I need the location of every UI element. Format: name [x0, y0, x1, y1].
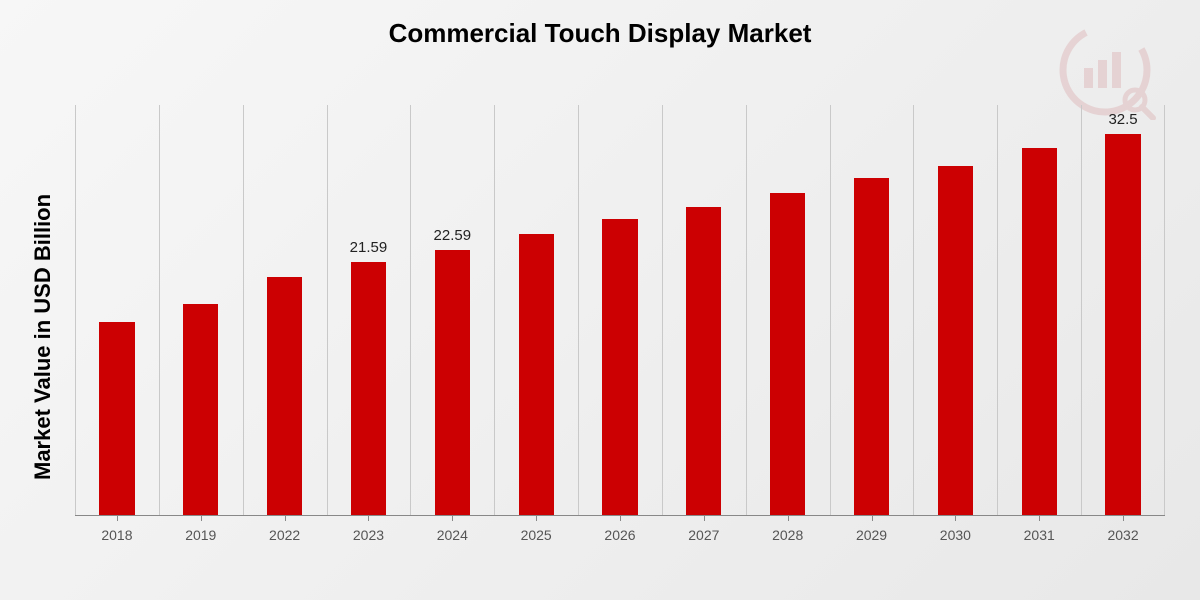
grid-line — [159, 105, 160, 515]
bar — [267, 277, 302, 515]
bar — [435, 250, 470, 515]
value-label: 22.59 — [410, 227, 494, 244]
x-tick-mark — [1039, 515, 1040, 521]
x-tick-label: 2031 — [997, 527, 1081, 543]
chart-canvas: Commercial Touch Display Market Market V… — [0, 0, 1200, 600]
x-tick-mark — [536, 515, 537, 521]
x-tick-label: 2019 — [159, 527, 243, 543]
x-tick-label: 2032 — [1081, 527, 1165, 543]
bar — [99, 322, 134, 515]
grid-line — [913, 105, 914, 515]
grid-line — [662, 105, 663, 515]
x-tick-mark — [704, 515, 705, 521]
x-tick-mark — [452, 515, 453, 521]
x-tick-label: 2024 — [410, 527, 494, 543]
grid-line — [578, 105, 579, 515]
x-tick-mark — [201, 515, 202, 521]
x-tick-mark — [872, 515, 873, 521]
x-tick-label: 2029 — [830, 527, 914, 543]
x-tick-mark — [955, 515, 956, 521]
x-tick-label: 2030 — [913, 527, 997, 543]
x-tick-mark — [788, 515, 789, 521]
x-tick-label: 2023 — [327, 527, 411, 543]
grid-line — [494, 105, 495, 515]
grid-line — [997, 105, 998, 515]
grid-line — [410, 105, 411, 515]
bar — [686, 207, 721, 515]
chart-title: Commercial Touch Display Market — [0, 18, 1200, 49]
x-tick-label: 2018 — [75, 527, 159, 543]
x-tick-mark — [368, 515, 369, 521]
bar — [183, 304, 218, 515]
x-tick-mark — [1123, 515, 1124, 521]
grid-line — [1081, 105, 1082, 515]
x-tick-label: 2027 — [662, 527, 746, 543]
bar — [1022, 148, 1057, 515]
grid-line — [830, 105, 831, 515]
x-tick-label: 2022 — [243, 527, 327, 543]
plot-area: 20182019202221.59202322.5920242025202620… — [75, 95, 1165, 516]
bars-container: 20182019202221.59202322.5920242025202620… — [75, 95, 1165, 515]
x-tick-label: 2025 — [494, 527, 578, 543]
x-tick-label: 2028 — [746, 527, 830, 543]
bar — [351, 262, 386, 515]
grid-line — [746, 105, 747, 515]
bar — [854, 178, 889, 515]
x-tick-mark — [285, 515, 286, 521]
y-axis-label: Market Value in USD Billion — [30, 194, 56, 480]
grid-line — [327, 105, 328, 515]
bar — [938, 166, 973, 515]
x-tick-mark — [620, 515, 621, 521]
value-label: 21.59 — [327, 239, 411, 256]
bar — [770, 193, 805, 515]
bar — [602, 219, 637, 515]
x-tick-label: 2026 — [578, 527, 662, 543]
bar — [1105, 134, 1140, 515]
grid-line — [1164, 105, 1165, 515]
value-label: 32.5 — [1081, 111, 1165, 128]
bar — [519, 234, 554, 515]
grid-line — [75, 105, 76, 515]
grid-line — [243, 105, 244, 515]
x-tick-mark — [117, 515, 118, 521]
